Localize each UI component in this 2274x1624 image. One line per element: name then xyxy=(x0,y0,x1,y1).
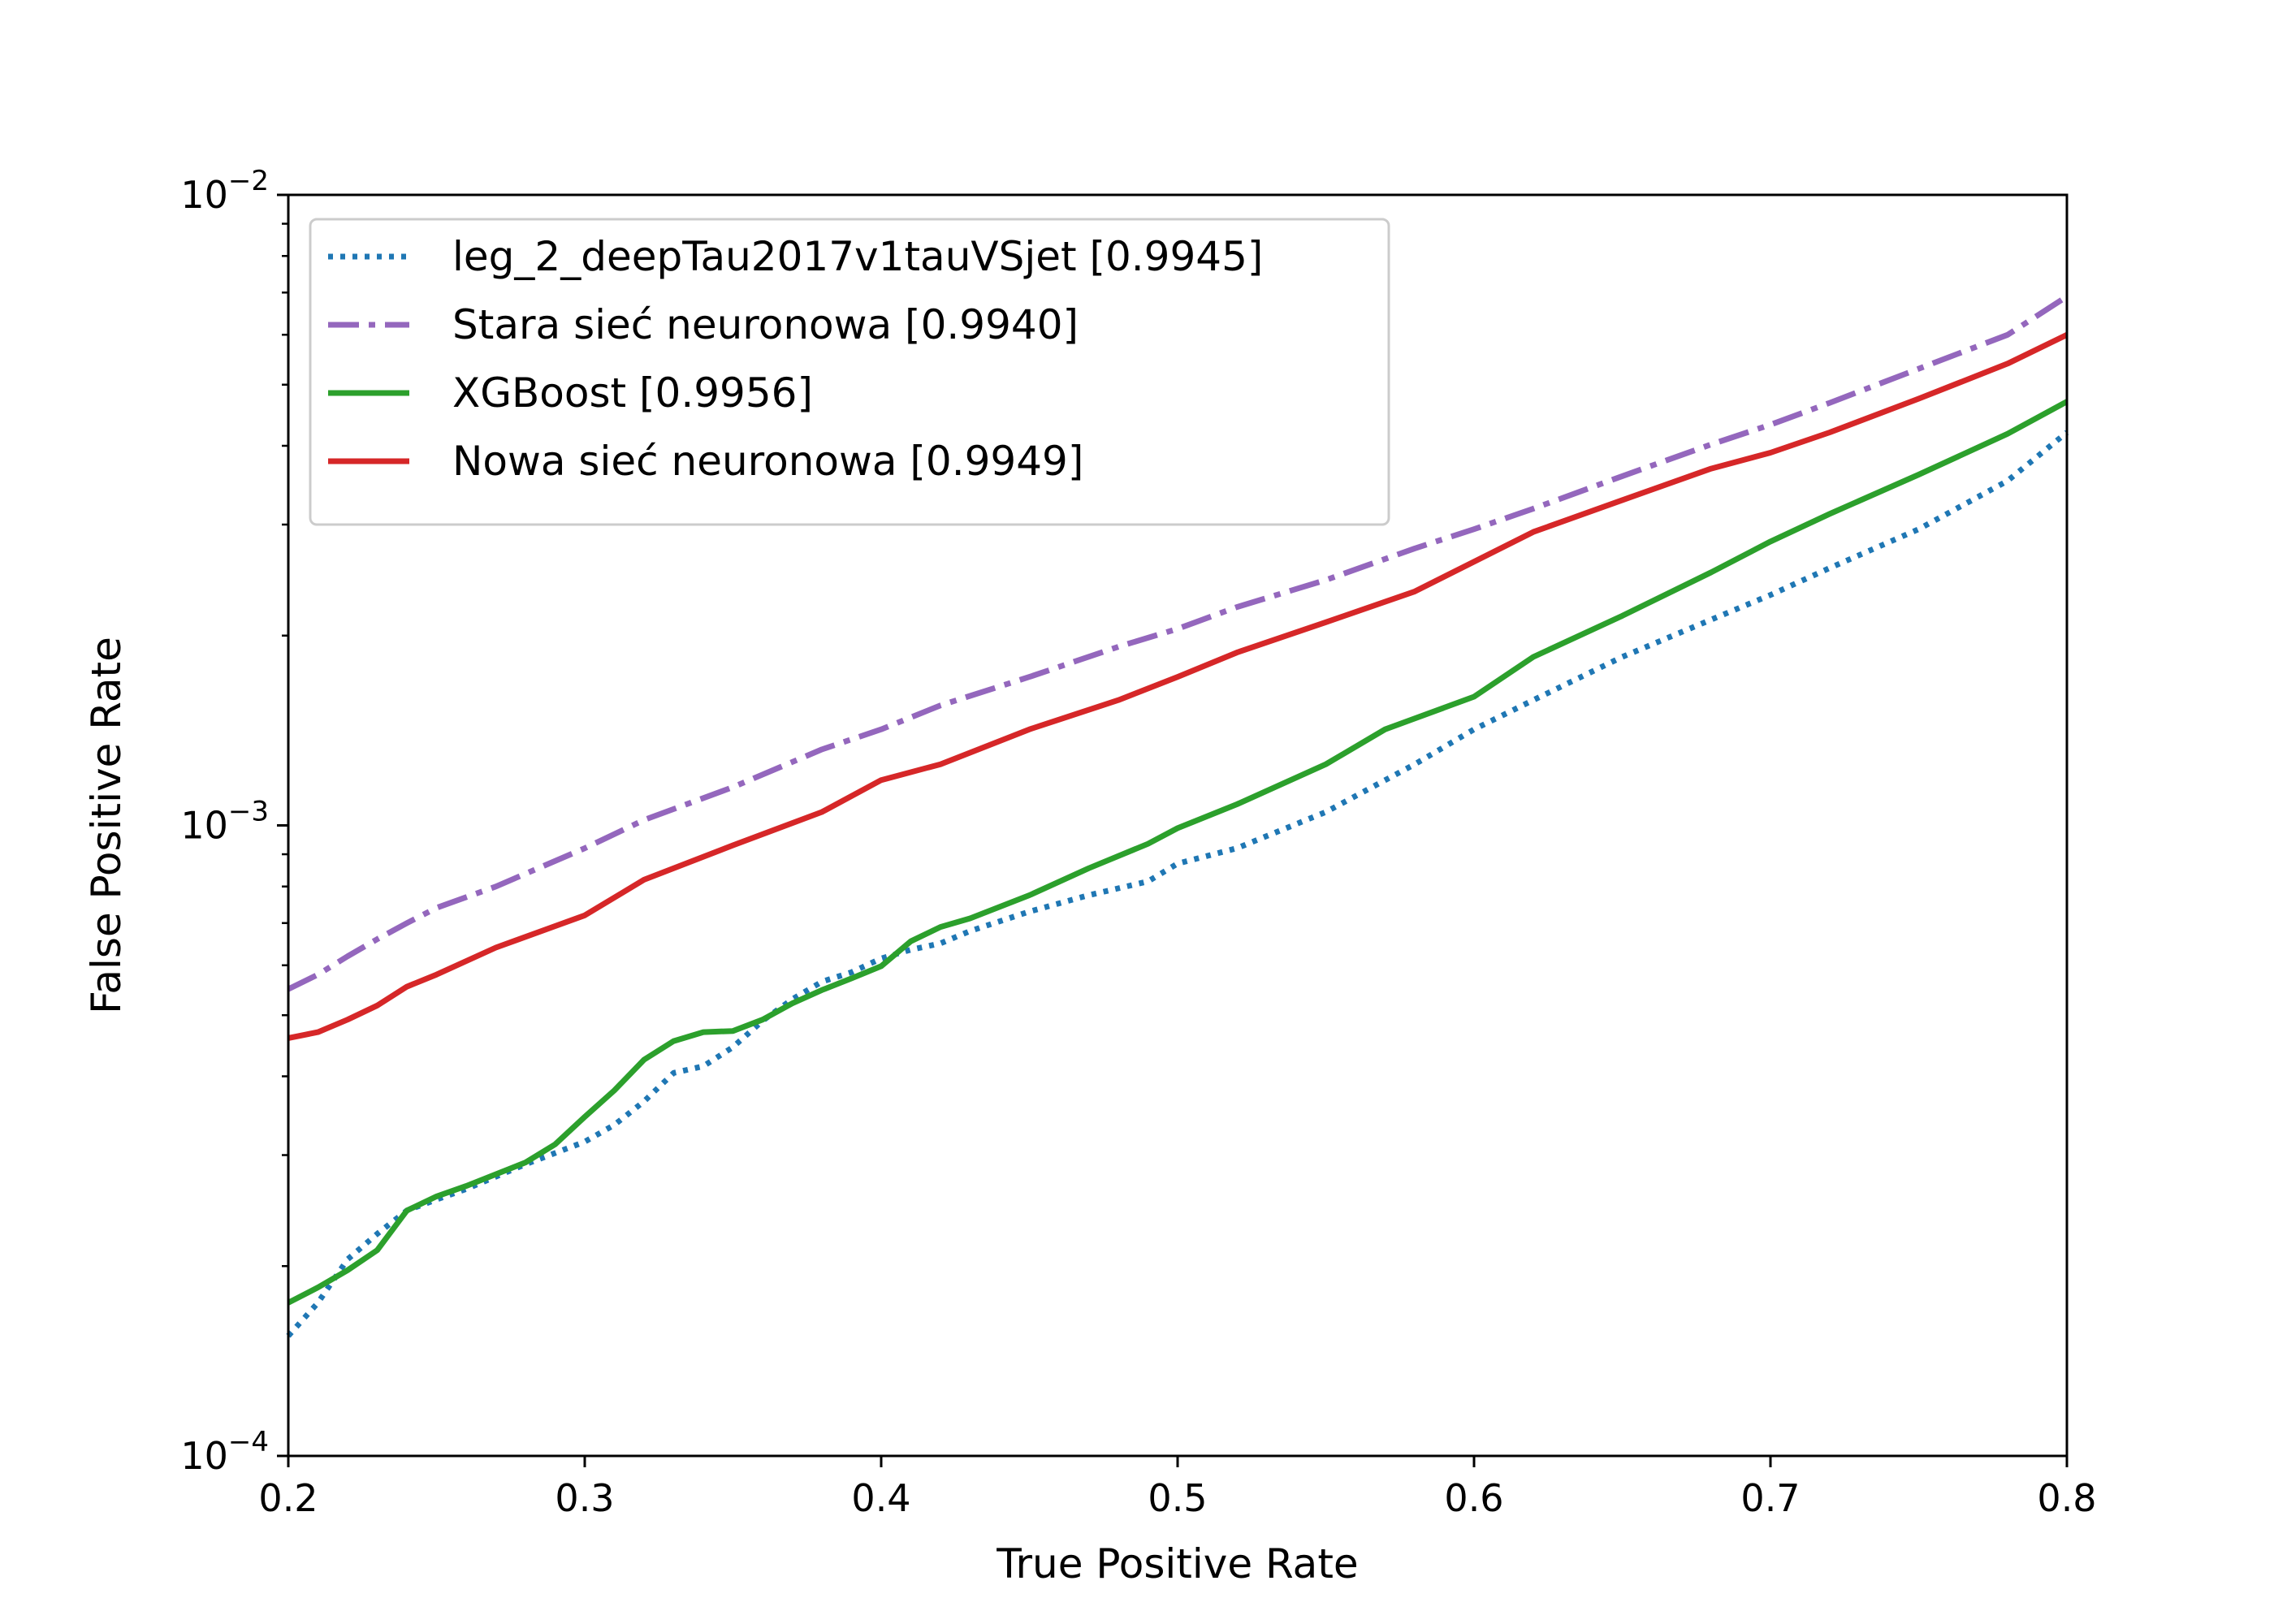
x-tick-label: 0.3 xyxy=(555,1476,614,1520)
legend-label-4: Nowa sieć neuronowa [0.9949] xyxy=(452,438,1083,485)
legend-label-2: Stara sieć neuronowa [0.9940] xyxy=(452,301,1079,348)
series-line-2 xyxy=(287,294,2069,992)
x-tick-label: 0.8 xyxy=(2037,1476,2096,1520)
x-tick-label: 0.6 xyxy=(1444,1476,1503,1520)
x-tick-label: 0.4 xyxy=(851,1476,910,1520)
x-axis-label: True Positive Rate xyxy=(996,1540,1358,1587)
legend-box xyxy=(309,218,1390,526)
x-tick-label: 0.7 xyxy=(1740,1476,1800,1520)
series-line-4 xyxy=(287,332,2069,1041)
series-layer xyxy=(286,294,2069,1338)
x-tick-label: 0.5 xyxy=(1148,1476,1207,1520)
x-tick-label: 0.2 xyxy=(258,1476,318,1520)
legend-label-3: XGBoost [0.9956] xyxy=(452,369,813,417)
y-axis: 10−410−310−2 xyxy=(180,165,288,1478)
series-line-3 xyxy=(287,399,2069,1306)
legend: leg_2_deepTau2017v1tauVSjet [0.9945] Star… xyxy=(309,218,1390,526)
legend-label-1: leg_2_deepTau2017v1tauVSjet [0.9945] xyxy=(452,233,1263,280)
y-axis-label: False Positive Rate xyxy=(83,637,130,1014)
x-axis: 0.2 0.3 0.4 0.5 0.6 0.7 0.8 xyxy=(258,1456,2097,1520)
